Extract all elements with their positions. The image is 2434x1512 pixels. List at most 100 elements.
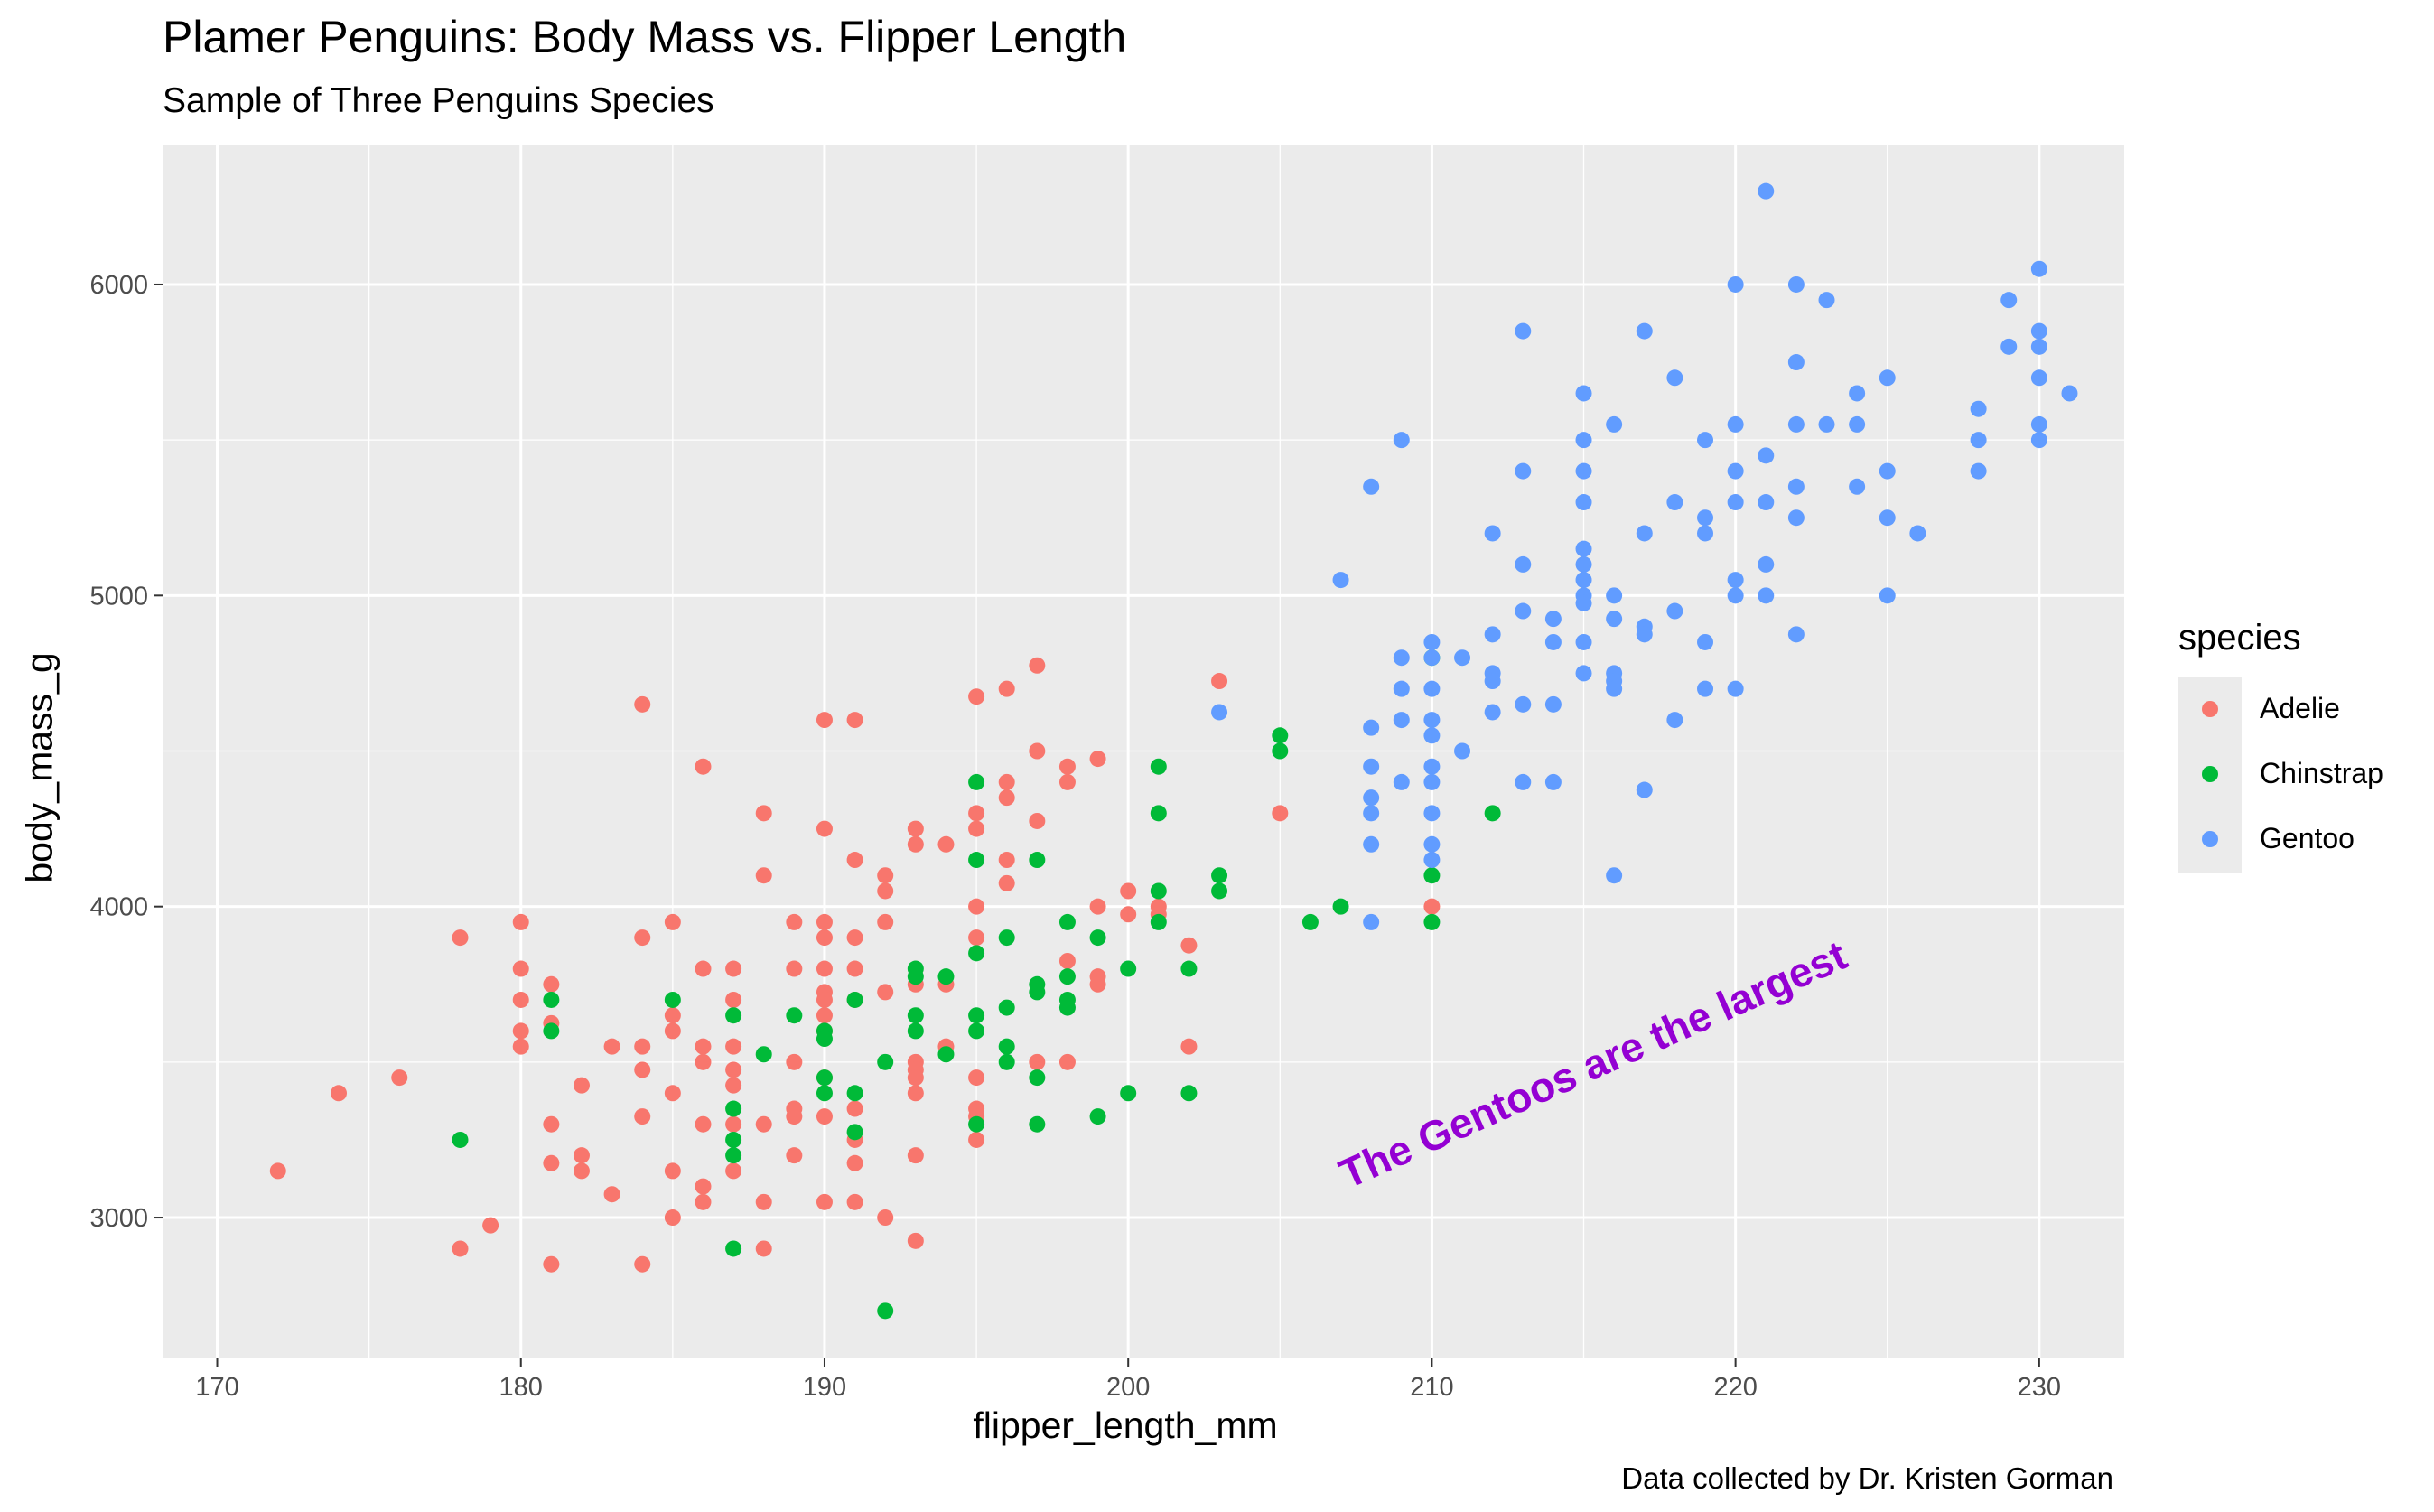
point-adelie: [786, 913, 803, 930]
point-adelie: [816, 712, 833, 729]
point-gentoo: [1606, 415, 1623, 433]
point-adelie: [846, 712, 863, 729]
point-gentoo: [1727, 415, 1744, 433]
point-adelie: [786, 1053, 803, 1070]
chart-title: Plamer Penguins: Body Mass vs. Flipper L…: [163, 12, 1127, 62]
point-adelie: [603, 1186, 620, 1203]
point-chinstrap: [725, 1100, 742, 1117]
point-adelie: [1089, 898, 1106, 915]
point-gentoo: [1879, 369, 1896, 387]
point-gentoo: [1818, 292, 1835, 309]
point-gentoo: [1515, 695, 1532, 713]
point-chinstrap: [755, 1046, 772, 1063]
point-gentoo: [1515, 322, 1532, 340]
point-chinstrap: [1089, 929, 1106, 947]
point-gentoo: [1636, 525, 1653, 542]
point-gentoo: [1575, 665, 1592, 682]
point-gentoo: [1363, 835, 1380, 853]
point-adelie: [725, 1115, 742, 1133]
point-adelie: [725, 1162, 742, 1180]
data-points: [269, 182, 2078, 1320]
point-gentoo: [1544, 695, 1562, 713]
point-adelie: [695, 1193, 712, 1210]
point-adelie: [1423, 898, 1441, 915]
point-adelie: [816, 1007, 833, 1024]
point-adelie: [725, 960, 742, 977]
point-gentoo: [1606, 867, 1623, 884]
point-gentoo: [1666, 494, 1683, 511]
point-gentoo: [1970, 400, 1987, 417]
point-adelie: [968, 929, 985, 947]
point-adelie: [512, 991, 529, 1008]
point-chinstrap: [968, 1115, 985, 1133]
x-tick-label: 170: [195, 1373, 238, 1402]
point-adelie: [543, 975, 560, 993]
point-adelie: [816, 991, 833, 1008]
point-adelie: [1058, 758, 1076, 775]
point-chinstrap: [1089, 1108, 1106, 1125]
point-gentoo: [2000, 338, 2018, 355]
point-chinstrap: [998, 1038, 1015, 1055]
point-adelie: [1058, 773, 1076, 790]
point-gentoo: [1697, 509, 1714, 527]
point-chinstrap: [998, 999, 1015, 1016]
point-gentoo: [1818, 415, 1835, 433]
point-gentoo: [1515, 555, 1532, 573]
point-adelie: [907, 1085, 924, 1102]
legend-label-chinstrap: Chinstrap: [2260, 757, 2383, 789]
point-gentoo: [2030, 260, 2047, 277]
point-adelie: [634, 1255, 651, 1273]
point-adelie: [968, 898, 985, 915]
point-adelie: [1180, 1038, 1198, 1055]
point-adelie: [512, 960, 529, 977]
point-adelie: [816, 913, 833, 930]
legend-item-chinstrap: Chinstrap: [2178, 742, 2413, 807]
point-chinstrap: [877, 1302, 894, 1320]
point-gentoo: [1454, 742, 1471, 760]
point-gentoo: [1575, 540, 1592, 557]
point-gentoo: [1544, 633, 1562, 650]
point-gentoo: [1636, 626, 1653, 643]
point-chinstrap: [1120, 960, 1137, 977]
point-gentoo: [1697, 432, 1714, 449]
point-chinstrap: [725, 1131, 742, 1148]
point-gentoo: [1787, 275, 1805, 293]
point-adelie: [1058, 952, 1076, 969]
point-adelie: [634, 1038, 651, 1055]
point-gentoo: [1787, 478, 1805, 495]
point-gentoo: [1970, 432, 1987, 449]
point-gentoo: [1727, 494, 1744, 511]
x-tick-label: 210: [1410, 1373, 1453, 1402]
point-adelie: [907, 1232, 924, 1249]
point-chinstrap: [725, 1240, 742, 1257]
point-adelie: [846, 852, 863, 869]
point-chinstrap: [1120, 1085, 1137, 1102]
point-gentoo: [1575, 572, 1592, 589]
point-adelie: [968, 1131, 985, 1148]
point-chinstrap: [968, 852, 985, 869]
point-gentoo: [1727, 680, 1744, 697]
point-adelie: [269, 1162, 286, 1180]
point-chinstrap: [968, 773, 985, 790]
point-chinstrap: [543, 1022, 560, 1040]
x-tick-label: 200: [1106, 1373, 1150, 1402]
point-adelie: [907, 1147, 924, 1164]
point-adelie: [512, 1038, 529, 1055]
point-adelie: [907, 1069, 924, 1087]
x-tick-label: 230: [2018, 1373, 2061, 1402]
point-adelie: [725, 1061, 742, 1078]
point-chinstrap: [816, 1031, 833, 1048]
point-gentoo: [1423, 805, 1441, 822]
point-gentoo: [1879, 462, 1896, 480]
point-chinstrap: [725, 1007, 742, 1024]
point-adelie: [1029, 812, 1046, 829]
legend-item-adelie: Adelie: [2178, 677, 2413, 742]
point-adelie: [968, 820, 985, 837]
point-adelie: [634, 1061, 651, 1078]
point-chinstrap: [1029, 984, 1046, 1001]
legend: species Adelie Chinstrap Gentoo: [2178, 618, 2383, 873]
point-adelie: [877, 1209, 894, 1227]
point-gentoo: [1393, 649, 1410, 667]
point-gentoo: [1363, 719, 1380, 736]
